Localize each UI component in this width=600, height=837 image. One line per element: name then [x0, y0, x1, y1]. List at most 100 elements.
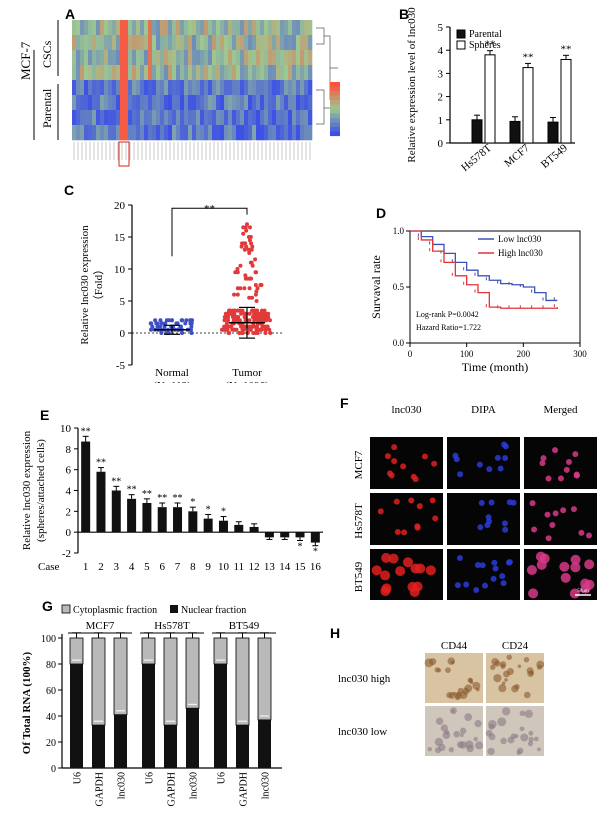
ihc-stain: [514, 684, 520, 690]
cell-stain: [463, 581, 470, 588]
heatmap-cell: [228, 110, 233, 126]
heatmap-cell: [300, 80, 305, 96]
heatmap-cell: [152, 80, 157, 96]
heatmap-cell: [168, 20, 173, 36]
heatmap-cell: [196, 50, 201, 66]
ihc-stain: [429, 658, 437, 666]
cell-stain: [502, 454, 509, 461]
cell-stain: [395, 566, 406, 577]
legend-swatch: [456, 29, 466, 39]
cell-stain: [431, 460, 438, 467]
heatmap-cell: [188, 95, 193, 111]
heatmap-cell: [172, 50, 177, 66]
heatmap-cell: [304, 80, 309, 96]
heatmap-cell: [136, 110, 141, 126]
heatmap-cell: [144, 50, 149, 66]
bar: [218, 520, 228, 533]
bar-nuclear: [92, 725, 105, 768]
ihc-stain: [517, 664, 522, 669]
heatmap-cell: [84, 35, 89, 51]
cell-stain: [552, 447, 559, 454]
heatmap-cell: [180, 110, 185, 126]
heatmap-cell: [148, 125, 153, 141]
heatmap-cell: [164, 50, 169, 66]
heatmap-cell: [276, 50, 281, 66]
heatmap-cell: [236, 50, 241, 66]
heatmap-cell: [224, 50, 229, 66]
significance-label: *: [221, 507, 226, 518]
ihc-stain: [460, 733, 464, 738]
heatmap-cell: [204, 20, 209, 36]
heatmap-cell: [256, 65, 261, 81]
heatmap-cell: [136, 95, 141, 111]
heatmap-cell: [172, 95, 177, 111]
heatmap-cell: [104, 95, 109, 111]
heatmap-cell: [104, 65, 109, 81]
panel-a-letter: A: [65, 6, 76, 22]
heatmap-cell: [276, 80, 281, 96]
heatmap-cell: [292, 50, 297, 66]
microscopy-grid: lnc030 DIPA Merged MCF7 Hs578T BT549 50μm: [353, 404, 597, 600]
heatmap-cell: [116, 50, 121, 66]
heatmap-cell: [268, 80, 273, 96]
heatmap-cell: [188, 110, 193, 126]
heatmap-cell: [208, 65, 213, 81]
heatmap-cell: [168, 110, 173, 126]
heatmap-cell: [172, 110, 177, 126]
heatmap-cell: [84, 50, 89, 66]
heatmap-cell: [120, 125, 125, 141]
panel-c-letter: C: [64, 182, 75, 198]
bar-chart-e: -2 0 2 4 6 8 10 Relative lnc030 expression (sphe…: [21, 423, 323, 573]
data-point: [189, 318, 194, 323]
data-point: [249, 247, 254, 252]
heatmap-cell: [248, 80, 253, 96]
data-point: [242, 286, 247, 291]
bar: [173, 507, 183, 533]
data-point: [250, 315, 255, 319]
data-point: [239, 244, 244, 249]
heatmap-cell: [152, 20, 157, 36]
heatmap-cell: [96, 80, 101, 96]
heatmap-cell: [216, 110, 221, 126]
heatmap-cell: [128, 35, 133, 51]
heatmap-cell: [280, 95, 285, 111]
heatmap-cell: [260, 65, 265, 81]
heatmap-cell: [164, 20, 169, 36]
data-point: [268, 331, 273, 335]
heatmap-cell: [276, 110, 281, 126]
heatmap-cell: [304, 50, 309, 66]
heatmap-cell: [268, 50, 273, 66]
bar-cytoplasmic: [235, 637, 250, 726]
heatmap-cell: [156, 110, 161, 126]
heatmap-cell: [148, 65, 153, 81]
heatmap-cell: [92, 125, 97, 141]
heatmap-cell: [224, 125, 229, 141]
cell-stain: [505, 559, 512, 566]
heatmap-cell: [212, 110, 217, 126]
heatmap-cell: [292, 125, 297, 141]
heatmap-cell: [96, 125, 101, 141]
heatmap-cell: [216, 20, 221, 36]
x-tick-label: U6: [145, 772, 156, 784]
ihc-stain: [520, 733, 529, 742]
heatmap-cell: [164, 110, 169, 126]
heatmap-cell: [144, 95, 149, 111]
heatmap-cell: [164, 35, 169, 51]
heatmap-cell: [220, 20, 225, 36]
y-tick-label: 0.0: [393, 338, 405, 348]
column-header: lnc030: [392, 404, 422, 416]
heatmap-cell: [140, 95, 145, 111]
heatmap-cell: [304, 125, 309, 141]
cell-stain: [501, 520, 508, 527]
x-tick-label: 3: [114, 561, 120, 573]
heatmap-cell: [148, 110, 153, 126]
panel-b: B 0 1 2 3 4 5 Relative expression level of lnc…: [395, 0, 600, 185]
bar: [203, 518, 213, 533]
data-point: [251, 324, 256, 329]
x-tick-label: 2: [98, 561, 104, 573]
bar: [81, 441, 91, 533]
data-point: [248, 327, 253, 332]
x-tick-label: lnc030: [117, 772, 128, 799]
heatmap-cell: [124, 65, 129, 81]
heatmap-cell: [72, 125, 77, 141]
